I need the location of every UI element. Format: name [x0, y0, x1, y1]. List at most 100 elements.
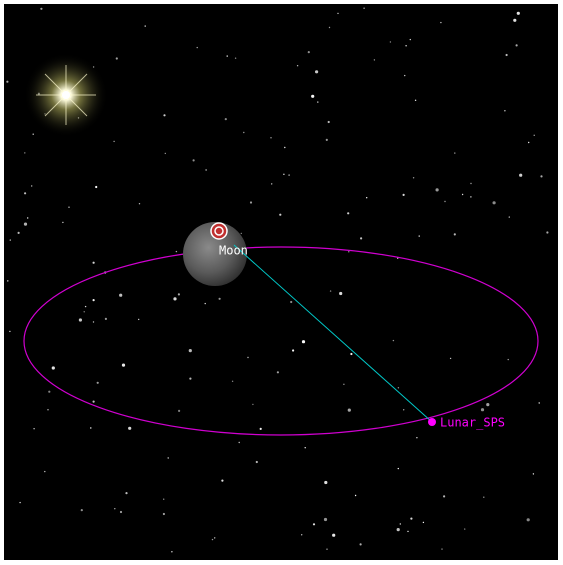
star [418, 235, 420, 237]
star [92, 299, 95, 302]
star [339, 291, 343, 296]
star [311, 94, 315, 98]
star [163, 114, 166, 117]
star [164, 152, 166, 155]
star [44, 470, 46, 473]
star [461, 193, 464, 196]
sun [62, 91, 70, 99]
star [283, 173, 285, 175]
star [96, 381, 99, 384]
star [373, 59, 376, 61]
star [399, 523, 401, 525]
star [546, 231, 549, 234]
star [23, 222, 28, 226]
star [51, 366, 55, 370]
star [196, 46, 198, 49]
star [312, 523, 316, 526]
star [33, 428, 35, 430]
star [328, 26, 331, 29]
star [234, 57, 237, 59]
star [301, 340, 306, 344]
star [243, 131, 245, 134]
star [440, 21, 442, 24]
vessel-label: Lunar_SPS [440, 416, 505, 430]
star [90, 427, 92, 429]
vessel-marker[interactable] [428, 418, 436, 426]
star [78, 318, 82, 322]
star [68, 206, 70, 208]
star [412, 177, 415, 179]
star [407, 530, 409, 533]
star [175, 250, 178, 253]
star [486, 403, 490, 407]
star [177, 293, 180, 296]
star [95, 185, 98, 189]
star [188, 349, 192, 353]
orbit [23, 246, 539, 436]
star [350, 352, 353, 356]
star [508, 216, 510, 218]
star [121, 363, 126, 367]
star [296, 65, 299, 67]
star [204, 302, 206, 305]
star [343, 383, 345, 385]
star [483, 496, 485, 498]
star [252, 403, 254, 406]
star [315, 70, 319, 74]
star [92, 321, 95, 323]
star [31, 185, 33, 187]
star [115, 57, 118, 60]
star [80, 509, 83, 512]
star [128, 426, 132, 430]
star [519, 173, 523, 177]
star [326, 548, 328, 550]
target-marker[interactable] [210, 222, 228, 240]
star [119, 293, 123, 297]
star [224, 118, 227, 121]
star [470, 182, 472, 185]
star [138, 203, 141, 205]
star [270, 137, 272, 139]
star [307, 51, 310, 54]
star [92, 400, 95, 403]
star [9, 330, 11, 333]
star [444, 200, 446, 203]
star [162, 512, 165, 516]
star [24, 192, 27, 195]
star [247, 356, 249, 359]
star [405, 45, 407, 47]
star [240, 232, 242, 235]
star [221, 479, 224, 482]
star [403, 409, 405, 411]
star [533, 134, 535, 136]
star [167, 457, 169, 459]
star [238, 441, 240, 444]
star [62, 221, 64, 224]
star [443, 495, 446, 498]
star [189, 377, 192, 380]
star [27, 217, 29, 219]
star [92, 261, 95, 264]
target-line [233, 244, 433, 423]
star [119, 510, 123, 514]
star [507, 358, 509, 361]
star [32, 133, 34, 135]
star [513, 18, 517, 22]
star [24, 152, 26, 154]
star [389, 41, 392, 43]
star [113, 140, 115, 143]
star [114, 508, 116, 510]
star [441, 548, 443, 550]
star [504, 110, 506, 112]
star [332, 533, 336, 537]
star [288, 174, 290, 176]
moon[interactable] [183, 222, 247, 286]
star [348, 251, 350, 253]
star [7, 280, 9, 282]
star [271, 183, 273, 185]
star [138, 318, 140, 321]
star [414, 99, 417, 102]
star [404, 74, 406, 77]
star [279, 213, 282, 216]
